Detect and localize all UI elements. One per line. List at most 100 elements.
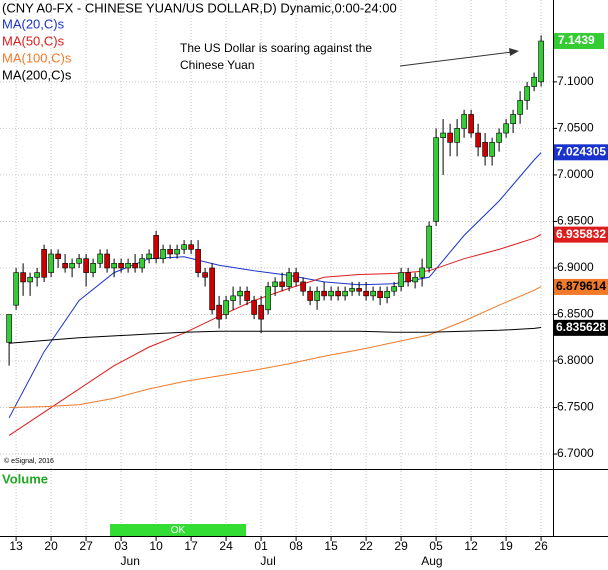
x-tick-label: 13 xyxy=(9,539,23,553)
candle-body xyxy=(293,272,299,283)
candle-body xyxy=(482,142,488,157)
candle-body xyxy=(510,114,516,125)
candle-body xyxy=(20,272,26,283)
x-tick-label: 22 xyxy=(359,539,373,553)
annotation: The US Dollar is soaring against the xyxy=(180,41,372,55)
candle-body xyxy=(244,290,250,301)
y-tick-label: 7.0000 xyxy=(557,167,594,181)
candle-body xyxy=(461,114,467,129)
candle-body xyxy=(34,272,40,278)
last-value-label: 6.935832 xyxy=(556,227,606,241)
candle-body xyxy=(146,253,152,259)
annotation-arrow xyxy=(399,51,513,67)
candle-body xyxy=(489,142,495,157)
candle-body xyxy=(216,304,222,320)
candle-body xyxy=(468,114,474,134)
candle-body xyxy=(111,263,117,269)
last-value-box xyxy=(554,278,608,295)
candle-body xyxy=(202,272,208,278)
y-tick-label: 7.0500 xyxy=(557,121,594,135)
candle-body xyxy=(27,276,33,283)
x-tick-label: 27 xyxy=(79,539,93,553)
candle-body xyxy=(55,253,61,259)
last-value-box xyxy=(554,319,608,336)
candle-body xyxy=(426,225,432,269)
status-text: OK xyxy=(171,525,186,536)
candle-body xyxy=(48,253,54,273)
annotation: Chinese Yuan xyxy=(180,58,255,72)
candle-body xyxy=(265,286,271,311)
x-tick-label: 15 xyxy=(324,539,338,553)
candle-body xyxy=(440,132,446,139)
candle-body xyxy=(209,267,215,311)
candle-body xyxy=(237,290,243,297)
y-tick-label: 6.7000 xyxy=(557,446,594,460)
candle-body xyxy=(279,281,285,287)
month-label: Jun xyxy=(121,554,140,568)
x-tick-label: 12 xyxy=(464,539,478,553)
candle-body xyxy=(125,263,131,269)
copyright: © eSignal, 2016 xyxy=(4,457,54,465)
candle-body xyxy=(62,263,68,269)
x-tick-label: 10 xyxy=(149,539,163,553)
candle-body xyxy=(153,235,159,259)
candle-body xyxy=(6,314,12,343)
x-tick-label: 17 xyxy=(184,539,198,553)
y-tick-label: 6.9000 xyxy=(557,260,594,274)
candle-body xyxy=(405,272,411,283)
candle-body xyxy=(335,290,341,297)
legend-entry: MA(200,C)s xyxy=(2,67,72,82)
candle-body xyxy=(167,249,173,255)
candle-body xyxy=(419,267,425,278)
x-tick-label: 01 xyxy=(254,539,268,553)
last-price-label: 7.1439 xyxy=(558,33,595,47)
x-tick-label: 03 xyxy=(114,539,128,553)
y-tick-label: 6.9500 xyxy=(557,214,594,228)
candle-body xyxy=(230,295,236,301)
candle-body xyxy=(503,123,509,134)
ma-line xyxy=(9,286,542,408)
candle-body xyxy=(517,100,523,115)
candle-body xyxy=(538,40,544,83)
last-value-label: 7.024305 xyxy=(556,144,606,158)
candle-body xyxy=(321,290,327,297)
candle-body xyxy=(384,290,390,299)
last-value-box xyxy=(554,144,608,161)
candle-body xyxy=(195,249,201,273)
arrow-head xyxy=(509,48,519,56)
month-label: Jul xyxy=(260,554,275,568)
candle-body xyxy=(76,258,82,264)
x-tick-label: 29 xyxy=(394,539,408,553)
legend-entry: MA(100,C)s xyxy=(2,50,72,65)
chart-title: (CNY A0-FX - CHINESE YUAN/US DOLLAR,D) D… xyxy=(2,0,397,15)
candle-body xyxy=(69,263,75,269)
candle-body xyxy=(160,249,166,259)
candle-body xyxy=(13,272,19,306)
candle-body xyxy=(314,290,320,301)
candle-body xyxy=(342,290,348,297)
candle-body xyxy=(475,132,481,148)
candle-body xyxy=(97,253,103,264)
legend-entry: MA(50,C)s xyxy=(2,33,65,48)
candle-body xyxy=(132,263,138,269)
x-tick-label: 26 xyxy=(534,539,548,553)
candle-body xyxy=(398,272,404,287)
candle-body xyxy=(286,272,292,287)
candle-body xyxy=(272,281,278,287)
y-tick-label: 6.8000 xyxy=(557,353,594,367)
candle-body xyxy=(188,244,194,250)
candle-body xyxy=(174,249,180,255)
candle-body xyxy=(412,276,418,283)
candle-body xyxy=(363,290,369,297)
status-bar xyxy=(110,524,246,536)
candle-body xyxy=(41,249,47,278)
ma-line xyxy=(9,327,542,344)
candle-body xyxy=(83,258,89,273)
candle-body xyxy=(300,281,306,292)
x-tick-label: 24 xyxy=(219,539,233,553)
last-value-label: 6.835628 xyxy=(556,320,606,334)
last-price-box xyxy=(554,33,604,50)
x-tick-label: 20 xyxy=(44,539,58,553)
candle-body xyxy=(454,128,460,143)
